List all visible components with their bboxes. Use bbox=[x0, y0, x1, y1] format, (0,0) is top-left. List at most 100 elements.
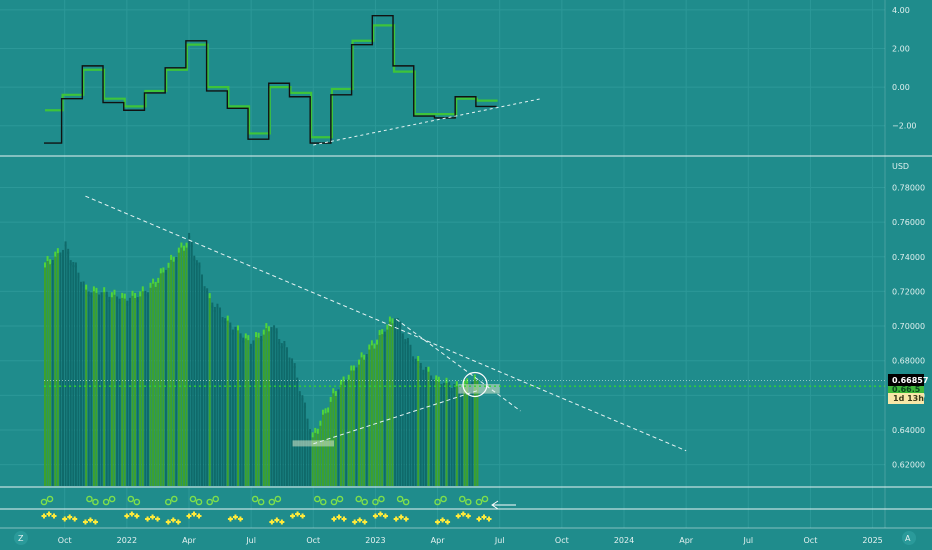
price-bar bbox=[103, 290, 106, 486]
price-candle-top bbox=[92, 286, 95, 292]
price-bar bbox=[365, 357, 368, 486]
price-bar bbox=[247, 338, 250, 486]
signal-circle bbox=[108, 495, 116, 503]
price-trendline[interactable] bbox=[313, 389, 480, 445]
signal-circle bbox=[458, 495, 466, 503]
price-candle-top bbox=[309, 429, 312, 435]
price-bar bbox=[332, 391, 335, 486]
price-bar bbox=[231, 332, 234, 486]
x-tick-label: Apr bbox=[431, 536, 446, 545]
price-bar bbox=[316, 431, 319, 486]
price-candle-top bbox=[221, 317, 224, 323]
price-bar bbox=[237, 328, 240, 486]
signals-pane[interactable] bbox=[40, 495, 492, 525]
price-candle-top bbox=[90, 292, 93, 298]
price-bar bbox=[324, 411, 327, 486]
price-candle-top bbox=[350, 365, 353, 371]
price-candle-top bbox=[237, 325, 240, 331]
signal-cross bbox=[336, 514, 342, 520]
signal-circle bbox=[170, 495, 178, 503]
price-trendline[interactable] bbox=[85, 195, 687, 452]
price-bar bbox=[172, 259, 175, 486]
signal-circle bbox=[372, 498, 379, 506]
signal-cross bbox=[352, 519, 358, 525]
price-candle-top bbox=[44, 262, 46, 268]
price-bar bbox=[424, 369, 427, 486]
price-bar bbox=[391, 321, 394, 486]
price-bar bbox=[146, 295, 149, 486]
zoom-icon[interactable]: Z bbox=[14, 531, 28, 545]
price-zone[interactable] bbox=[458, 384, 500, 394]
price-bar bbox=[370, 343, 373, 486]
left-arrow-head bbox=[491, 500, 499, 510]
osc-y-tick-label: 4.00 bbox=[892, 6, 910, 15]
price-bar bbox=[355, 370, 358, 486]
auto-scale-icon[interactable]: A bbox=[902, 531, 916, 545]
price-bar bbox=[288, 360, 291, 486]
price-candle-top bbox=[401, 333, 404, 339]
price-bar bbox=[87, 294, 90, 486]
price-bar bbox=[273, 328, 276, 486]
signal-circle bbox=[361, 498, 369, 506]
price-bar bbox=[92, 289, 95, 486]
price-bar bbox=[72, 265, 75, 486]
price-candle-top bbox=[293, 363, 296, 369]
signal-circle bbox=[92, 498, 99, 506]
price-trendline[interactable] bbox=[395, 318, 521, 412]
price-bar bbox=[352, 368, 355, 486]
price-bar bbox=[90, 295, 93, 486]
price-bar bbox=[314, 430, 317, 486]
countdown-value: 1d 13h bbox=[893, 394, 924, 403]
auto-scale-icon-bg[interactable] bbox=[902, 531, 916, 545]
signal-cross bbox=[191, 511, 197, 517]
signal-cross bbox=[150, 514, 156, 520]
price-candle-top bbox=[203, 286, 206, 292]
price-bar bbox=[221, 320, 224, 486]
price-candle-top bbox=[167, 262, 170, 268]
price-bar bbox=[95, 290, 98, 486]
oscillator-pane[interactable] bbox=[44, 14, 542, 146]
price-bar bbox=[378, 333, 381, 486]
signal-cross bbox=[279, 519, 285, 525]
price-bar bbox=[134, 296, 137, 486]
x-tick-label: Apr bbox=[182, 536, 197, 545]
price-bar bbox=[64, 244, 67, 486]
price-candle-top bbox=[358, 359, 360, 365]
price-pane[interactable] bbox=[44, 195, 885, 486]
signal-cross bbox=[129, 511, 135, 517]
price-candle-top bbox=[123, 293, 126, 299]
price-bar bbox=[203, 289, 206, 486]
signal-cross bbox=[357, 517, 363, 523]
signal-cross bbox=[440, 517, 446, 523]
signal-cross bbox=[51, 513, 57, 519]
price-candle-top bbox=[430, 375, 433, 381]
price-candle-top bbox=[152, 278, 155, 284]
price-candle-top bbox=[182, 245, 185, 251]
auto-scale-icon-label: A bbox=[905, 534, 911, 543]
price-candle-top bbox=[188, 232, 191, 238]
price-bar bbox=[118, 301, 121, 486]
price-candle-top bbox=[321, 409, 324, 415]
price-candle-top bbox=[108, 296, 111, 302]
price-candle-top bbox=[247, 335, 250, 341]
highlight-circle[interactable] bbox=[462, 371, 488, 398]
osc-trendline[interactable] bbox=[313, 98, 542, 146]
price-bar bbox=[252, 343, 255, 486]
price-bar bbox=[198, 265, 201, 486]
zoom-icon-bg[interactable] bbox=[14, 531, 28, 545]
price-bar bbox=[262, 332, 265, 486]
price-candle-top bbox=[404, 339, 407, 345]
pane-separators[interactable] bbox=[0, 0, 932, 529]
price-bar bbox=[113, 292, 116, 486]
price-bar bbox=[255, 335, 258, 486]
price-candle-top bbox=[224, 318, 227, 324]
price-bar bbox=[275, 331, 278, 486]
price-bar bbox=[85, 287, 88, 486]
price-candle-top bbox=[226, 315, 229, 321]
price-bar bbox=[417, 358, 420, 486]
signal-cross bbox=[186, 513, 192, 519]
signal-cross bbox=[92, 519, 98, 525]
price-candle-top bbox=[394, 318, 397, 324]
price-candle-top bbox=[440, 383, 443, 389]
